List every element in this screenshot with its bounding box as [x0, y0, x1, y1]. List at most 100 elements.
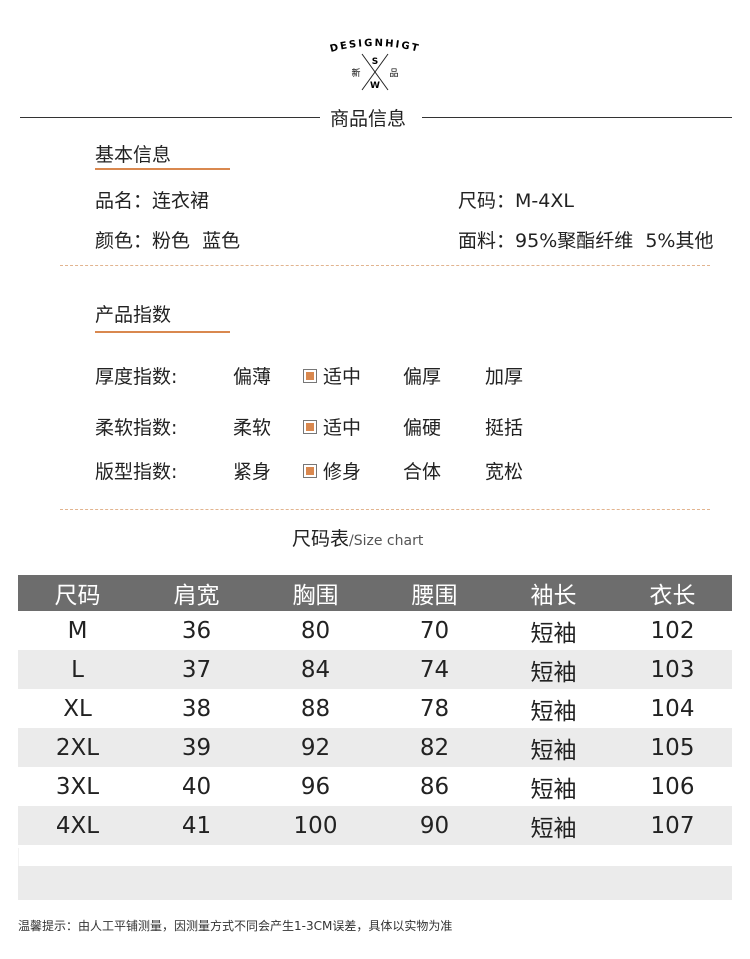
size-chart-title: 尺码表/Size chart: [292, 524, 423, 551]
table-cell: 短袖: [530, 776, 577, 803]
label: 面料：: [458, 230, 516, 252]
column-header: 衣长: [613, 575, 732, 611]
table-row: L 37 84 74 短袖 103: [18, 650, 732, 689]
index-label: 柔软指数:: [95, 417, 178, 439]
svg-text:S: S: [372, 57, 378, 67]
option-label: 合体: [403, 461, 442, 483]
index-option: 加厚: [485, 362, 523, 389]
index-option: 合体: [403, 457, 441, 484]
table-cell: 88: [300, 695, 331, 722]
value: 粉色 蓝色: [152, 230, 241, 252]
table-row: M 36 80 70 短袖 102: [18, 611, 732, 650]
index-option: 柔软: [233, 413, 271, 440]
product-size: 尺码：M-4XL: [458, 186, 574, 213]
checkbox-checked-icon: [303, 419, 317, 434]
title-underline: [95, 331, 230, 333]
svg-text:新: 新: [351, 67, 360, 79]
svg-text:W: W: [370, 81, 380, 91]
table-cell: 70: [419, 617, 450, 644]
table-header: 尺码 肩宽 胸围 腰围 袖长 衣长: [18, 575, 732, 611]
table-cell: 78: [419, 695, 450, 722]
option-label: 加厚: [485, 366, 524, 388]
index-option: 宽松: [485, 457, 523, 484]
option-label: 宽松: [485, 461, 524, 483]
table-cell: 41: [137, 806, 256, 845]
table-cell: 102: [650, 617, 695, 644]
value: 连衣裙: [152, 190, 210, 212]
divider: [20, 117, 320, 118]
option-label: 挺括: [485, 417, 524, 439]
table-cell: XL: [63, 695, 92, 722]
svg-text:品: 品: [389, 68, 398, 79]
table-cell: 106: [650, 773, 695, 800]
table-cell: 短袖: [494, 806, 613, 845]
column-header: 袖长: [494, 575, 613, 611]
divider: [422, 117, 732, 118]
basic-info-title: 基本信息: [95, 144, 172, 166]
table-cell: 104: [650, 695, 695, 722]
section-title: 商品信息: [330, 108, 407, 130]
empty-row: [18, 848, 733, 866]
product-fabric: 面料：95%聚酯纤维 5%其他: [458, 226, 713, 253]
table-cell: 3XL: [55, 773, 100, 800]
option-label: 柔软: [233, 417, 272, 439]
column-header: 肩宽: [137, 575, 256, 611]
label: 尺码：: [458, 190, 516, 212]
option-label: 偏硬: [403, 417, 442, 439]
table-cell: 82: [375, 728, 494, 767]
table-cell: 96: [300, 773, 331, 800]
table-cell: 39: [137, 728, 256, 767]
index-title: 产品指数: [95, 304, 172, 326]
empty-row: [18, 866, 732, 900]
table-cell: L: [18, 650, 137, 689]
table-cell: 短袖: [494, 728, 613, 767]
title: 尺码表: [292, 528, 350, 550]
table-cell: 84: [256, 650, 375, 689]
table-cell: 4XL: [18, 806, 137, 845]
table-cell: 90: [375, 806, 494, 845]
table-cell: 40: [181, 773, 212, 800]
table-cell: 100: [256, 806, 375, 845]
measurement-note: 温馨提示：由人工平铺测量，因测量方式不同会产生1-3CM误差，具体以实物为准: [18, 919, 453, 933]
product-name: 品名：连衣裙: [95, 186, 209, 213]
table-cell: 37: [137, 650, 256, 689]
table-row: XL 38 88 78 短袖 104: [18, 689, 732, 728]
checkbox-checked-icon: [303, 463, 317, 478]
table-cell: 107: [613, 806, 732, 845]
dashed-divider: [60, 509, 710, 510]
table-cell: 105: [613, 728, 732, 767]
table-cell: 短袖: [530, 698, 577, 725]
column-header: 尺码: [18, 575, 137, 611]
index-option-selected: 修身: [303, 457, 361, 484]
table-cell: 80: [300, 617, 331, 644]
option-label: 偏薄: [233, 366, 272, 388]
option-label: 修身: [323, 461, 362, 483]
table-cell: 2XL: [18, 728, 137, 767]
index-option-selected: 适中: [303, 362, 361, 389]
table-cell: 36: [181, 617, 212, 644]
label: 颜色：: [95, 230, 153, 252]
option-label: 偏厚: [403, 366, 442, 388]
dashed-divider: [60, 265, 710, 266]
column-header: 胸围: [256, 575, 375, 611]
index-option: 偏硬: [403, 413, 441, 440]
value: 95%聚酯纤维 5%其他: [515, 230, 714, 252]
index-label: 厚度指数:: [95, 366, 178, 388]
index-option: 偏薄: [233, 362, 271, 389]
option-label: 紧身: [233, 461, 272, 483]
value: M-4XL: [515, 190, 574, 212]
table-cell: 74: [375, 650, 494, 689]
index-option: 紧身: [233, 457, 271, 484]
checkbox-checked-icon: [303, 368, 317, 383]
table-cell: 38: [181, 695, 212, 722]
index-option-selected: 适中: [303, 413, 361, 440]
subtitle: /Size chart: [349, 533, 424, 549]
table-cell: 103: [613, 650, 732, 689]
label: 品名：: [95, 190, 153, 212]
table-cell: 92: [256, 728, 375, 767]
product-color: 颜色：粉色 蓝色: [95, 226, 240, 253]
option-label: 适中: [323, 417, 362, 439]
index-label: 版型指数:: [95, 461, 178, 483]
title-underline: [95, 168, 230, 170]
table-cell: M: [67, 617, 88, 644]
